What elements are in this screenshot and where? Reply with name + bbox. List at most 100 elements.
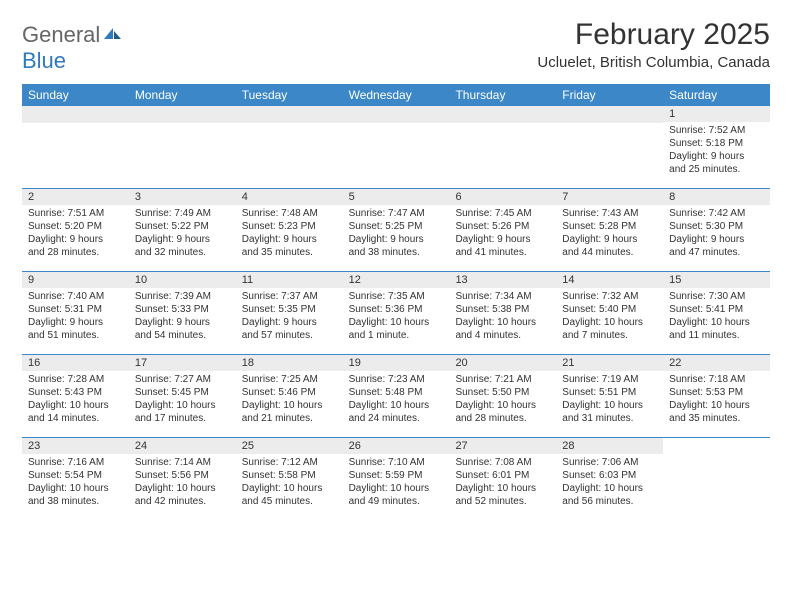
calendar-cell: 27Sunrise: 7:08 AMSunset: 6:01 PMDayligh… <box>449 438 556 520</box>
sunset-text: Sunset: 5:30 PM <box>669 220 764 233</box>
sunrise-text: Sunrise: 7:42 AM <box>669 207 764 220</box>
day-details: Sunrise: 7:52 AMSunset: 5:18 PMDaylight:… <box>663 122 770 180</box>
day-number: 26 <box>343 438 450 454</box>
daylight-text: Daylight: 10 hours <box>135 482 230 495</box>
day-number: 19 <box>343 355 450 371</box>
calendar-day-headers: SundayMondayTuesdayWednesdayThursdayFrid… <box>22 84 770 106</box>
day-number: 1 <box>663 106 770 122</box>
calendar-cell: 11Sunrise: 7:37 AMSunset: 5:35 PMDayligh… <box>236 272 343 354</box>
day-details: Sunrise: 7:14 AMSunset: 5:56 PMDaylight:… <box>129 454 236 512</box>
page-header: GeneralBlue February 2025 Ucluelet, Brit… <box>22 18 770 74</box>
sunrise-text: Sunrise: 7:14 AM <box>135 456 230 469</box>
daylight-text: Daylight: 9 hours <box>562 233 657 246</box>
day-number: 9 <box>22 272 129 288</box>
daylight-text2: and 17 minutes. <box>135 412 230 425</box>
daylight-text2: and 38 minutes. <box>28 495 123 508</box>
brand-logo: GeneralBlue <box>22 18 125 74</box>
calendar-cell: 2 Sunrise: 7:51 AMSunset: 5:20 PMDaylight… <box>22 189 129 271</box>
calendar-cell-empty <box>663 438 770 520</box>
daylight-text2: and 28 minutes. <box>455 412 550 425</box>
daylight-text: Daylight: 10 hours <box>242 399 337 412</box>
daylight-text: Daylight: 9 hours <box>669 150 764 163</box>
day-details: Sunrise: 7:10 AMSunset: 5:59 PMDaylight:… <box>343 454 450 512</box>
day-number: 18 <box>236 355 343 371</box>
daylight-text2: and 38 minutes. <box>349 246 444 259</box>
day-details: Sunrise: 7:18 AMSunset: 5:53 PMDaylight:… <box>663 371 770 429</box>
day-number: 4 <box>236 189 343 205</box>
sunset-text: Sunset: 5:46 PM <box>242 386 337 399</box>
daylight-text2: and 57 minutes. <box>242 329 337 342</box>
day-details: Sunrise: 7:49 AMSunset: 5:22 PMDaylight:… <box>129 205 236 263</box>
day-number: 2 <box>22 189 129 205</box>
daylight-text: Daylight: 9 hours <box>135 316 230 329</box>
calendar-cell: 3Sunrise: 7:49 AMSunset: 5:22 PMDaylight… <box>129 189 236 271</box>
calendar-cell-empty <box>343 106 450 188</box>
daylight-text: Daylight: 9 hours <box>669 233 764 246</box>
sunrise-text: Sunrise: 7:30 AM <box>669 290 764 303</box>
daylight-text2: and 21 minutes. <box>242 412 337 425</box>
day-details: Sunrise: 7:48 AMSunset: 5:23 PMDaylight:… <box>236 205 343 263</box>
day-number: 25 <box>236 438 343 454</box>
calendar-cell-empty <box>236 106 343 188</box>
day-number: 24 <box>129 438 236 454</box>
day-number: 10 <box>129 272 236 288</box>
calendar-cell: 22Sunrise: 7:18 AMSunset: 5:53 PMDayligh… <box>663 355 770 437</box>
daylight-text: Daylight: 10 hours <box>669 399 764 412</box>
day-number <box>449 106 556 123</box>
daylight-text: Daylight: 9 hours <box>28 233 123 246</box>
daylight-text2: and 7 minutes. <box>562 329 657 342</box>
day-details: Sunrise: 7:28 AMSunset: 5:43 PMDaylight:… <box>22 371 129 429</box>
day-number: 13 <box>449 272 556 288</box>
daylight-text2: and 52 minutes. <box>455 495 550 508</box>
sunrise-text: Sunrise: 7:34 AM <box>455 290 550 303</box>
daylight-text2: and 41 minutes. <box>455 246 550 259</box>
sunset-text: Sunset: 5:35 PM <box>242 303 337 316</box>
daylight-text: Daylight: 10 hours <box>135 399 230 412</box>
daylight-text2: and 31 minutes. <box>562 412 657 425</box>
day-number <box>129 106 236 123</box>
location-text: Ucluelet, British Columbia, Canada <box>537 54 770 71</box>
calendar-cell: 13Sunrise: 7:34 AMSunset: 5:38 PMDayligh… <box>449 272 556 354</box>
sunset-text: Sunset: 5:20 PM <box>28 220 123 233</box>
daylight-text2: and 4 minutes. <box>455 329 550 342</box>
sunrise-text: Sunrise: 7:12 AM <box>242 456 337 469</box>
day-header: Wednesday <box>343 84 450 106</box>
sunrise-text: Sunrise: 7:45 AM <box>455 207 550 220</box>
daylight-text2: and 28 minutes. <box>28 246 123 259</box>
day-number: 23 <box>22 438 129 454</box>
day-details: Sunrise: 7:06 AMSunset: 6:03 PMDaylight:… <box>556 454 663 512</box>
day-header: Tuesday <box>236 84 343 106</box>
calendar-cell: 17Sunrise: 7:27 AMSunset: 5:45 PMDayligh… <box>129 355 236 437</box>
day-number: 6 <box>449 189 556 205</box>
daylight-text2: and 56 minutes. <box>562 495 657 508</box>
day-details: Sunrise: 7:42 AMSunset: 5:30 PMDaylight:… <box>663 205 770 263</box>
day-details: Sunrise: 7:34 AMSunset: 5:38 PMDaylight:… <box>449 288 556 346</box>
daylight-text: Daylight: 10 hours <box>455 399 550 412</box>
sunrise-text: Sunrise: 7:47 AM <box>349 207 444 220</box>
day-number: 22 <box>663 355 770 371</box>
calendar-week: 16Sunrise: 7:28 AMSunset: 5:43 PMDayligh… <box>22 354 770 437</box>
sunrise-text: Sunrise: 7:51 AM <box>28 207 123 220</box>
sunset-text: Sunset: 5:25 PM <box>349 220 444 233</box>
calendar-cell: 16Sunrise: 7:28 AMSunset: 5:43 PMDayligh… <box>22 355 129 437</box>
sunrise-text: Sunrise: 7:23 AM <box>349 373 444 386</box>
daylight-text2: and 44 minutes. <box>562 246 657 259</box>
calendar-cell: 20Sunrise: 7:21 AMSunset: 5:50 PMDayligh… <box>449 355 556 437</box>
calendar-week: 9Sunrise: 7:40 AMSunset: 5:31 PMDaylight… <box>22 271 770 354</box>
calendar-cell: 10Sunrise: 7:39 AMSunset: 5:33 PMDayligh… <box>129 272 236 354</box>
sunrise-text: Sunrise: 7:43 AM <box>562 207 657 220</box>
day-number: 12 <box>343 272 450 288</box>
day-details: Sunrise: 7:19 AMSunset: 5:51 PMDaylight:… <box>556 371 663 429</box>
sunrise-text: Sunrise: 7:16 AM <box>28 456 123 469</box>
sunrise-text: Sunrise: 7:37 AM <box>242 290 337 303</box>
daylight-text2: and 14 minutes. <box>28 412 123 425</box>
sunset-text: Sunset: 5:43 PM <box>28 386 123 399</box>
daylight-text2: and 11 minutes. <box>669 329 764 342</box>
sunrise-text: Sunrise: 7:39 AM <box>135 290 230 303</box>
daylight-text: Daylight: 10 hours <box>562 316 657 329</box>
day-number <box>556 106 663 123</box>
day-number: 7 <box>556 189 663 205</box>
calendar-cell: 24Sunrise: 7:14 AMSunset: 5:56 PMDayligh… <box>129 438 236 520</box>
day-details: Sunrise: 7:25 AMSunset: 5:46 PMDaylight:… <box>236 371 343 429</box>
sunrise-text: Sunrise: 7:48 AM <box>242 207 337 220</box>
